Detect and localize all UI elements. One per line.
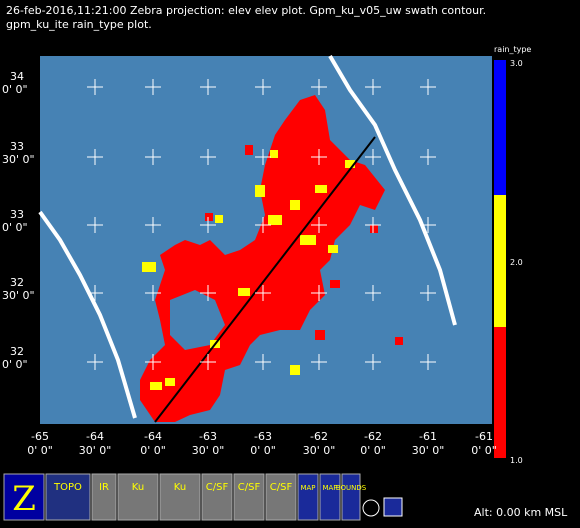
icon-frame (233, 473, 265, 521)
x-label-min: 0' 0" (360, 444, 386, 457)
icon-frame (117, 473, 159, 521)
toolbar-icon[interactable]: MAP (297, 473, 319, 521)
altitude: Alt: 0.00 km MSL (474, 506, 568, 519)
toolbar-icon[interactable]: Ku (117, 473, 159, 521)
x-label-min: 30' 0" (79, 444, 112, 457)
icon-label: C/SF (270, 482, 293, 493)
grid-crosses (87, 79, 436, 370)
cross-section-line (154, 136, 376, 423)
y-label-min: 30' 0" (2, 153, 35, 166)
colorbar: rain_type (494, 45, 531, 458)
icon-label: C/SF (238, 482, 261, 493)
y-label-deg: 33 (10, 208, 24, 221)
toolbar-icon[interactable]: C/SF (233, 473, 265, 521)
icon-frame (201, 473, 233, 521)
x-label-deg: -64 (144, 430, 162, 443)
toolbar-icon[interactable]: C/SF (265, 473, 297, 521)
x-label-min: 0' 0" (140, 444, 166, 457)
x-label-deg: -61 (419, 430, 437, 443)
colorbar-segment (494, 60, 506, 195)
icon-label: Ku (174, 482, 186, 493)
y-label-min: 30' 0" (2, 289, 35, 302)
colorbar-label: 2.0 (510, 258, 523, 267)
icon-label: MAP (300, 484, 315, 492)
y-label-min: 0' 0" (2, 221, 28, 234)
y-label-deg: 32 (10, 276, 24, 289)
icon-frame (319, 473, 341, 521)
header-line: 26-feb-2016,11:21:00 Zebra projection: e… (6, 4, 486, 17)
colorbar-segment (494, 327, 506, 458)
icon-frame (45, 473, 91, 521)
x-label-deg: -64 (86, 430, 104, 443)
colorbar-label: 1.0 (510, 456, 523, 465)
x-label-min: 30' 0" (412, 444, 445, 457)
toolbar-icon[interactable]: Z (3, 473, 45, 521)
icon-label: BOUNDS (336, 484, 367, 492)
x-label-min: 30' 0" (192, 444, 225, 457)
icon-frame (341, 473, 361, 521)
x-label-deg: -62 (364, 430, 382, 443)
icon-label: TOPO (53, 482, 82, 493)
x-label-deg: -62 (310, 430, 328, 443)
y-label-deg: 34 (10, 70, 24, 83)
x-label-deg: -65 (31, 430, 49, 443)
icon-label: IR (99, 482, 109, 493)
x-label-min: 0' 0" (27, 444, 53, 457)
x-label-deg: -63 (199, 430, 217, 443)
toolbar-icon[interactable]: IR (91, 473, 117, 521)
icon-label: C/SF (206, 482, 229, 493)
map (38, 54, 492, 424)
x-label-min: 0' 0" (471, 444, 497, 457)
y-label-min: 0' 0" (2, 358, 28, 371)
icon-grid[interactable] (383, 497, 403, 517)
colorbar-label: 3.0 (510, 59, 523, 68)
x-label-deg: -61 (475, 430, 493, 443)
y-label-min: 0' 0" (2, 83, 28, 96)
icon-frame (297, 473, 319, 521)
colorbar-segment (494, 195, 506, 327)
icon-circle[interactable] (362, 499, 380, 517)
icon-frame (159, 473, 201, 521)
x-label-deg: -63 (254, 430, 272, 443)
icon-frame (91, 473, 117, 521)
y-label-deg: 33 (10, 140, 24, 153)
toolbar-icon[interactable]: BOUNDS (336, 473, 367, 521)
swath-edge (328, 54, 457, 326)
rain-cells (205, 145, 403, 345)
icon-frame (3, 473, 45, 521)
y-label-deg: 32 (10, 345, 24, 358)
icon-label: MAP (322, 484, 337, 492)
icon-frame (265, 473, 297, 521)
toolbar-icon[interactable]: C/SF (201, 473, 233, 521)
icon-label: Ku (132, 482, 144, 493)
toolbar-icon[interactable]: TOPO (45, 473, 91, 521)
header-line: gpm_ku_ite rain_type plot. (6, 18, 152, 31)
x-label-min: 30' 0" (303, 444, 336, 457)
toolbar-icon[interactable]: MAP (319, 473, 341, 521)
swath-edge (38, 210, 137, 419)
toolbar-icon[interactable]: Ku (159, 473, 201, 521)
colorbar-title: rain_type (494, 45, 531, 54)
icon-label: Z (12, 479, 36, 519)
rain-gap (170, 290, 225, 350)
x-label-min: 0' 0" (250, 444, 276, 457)
